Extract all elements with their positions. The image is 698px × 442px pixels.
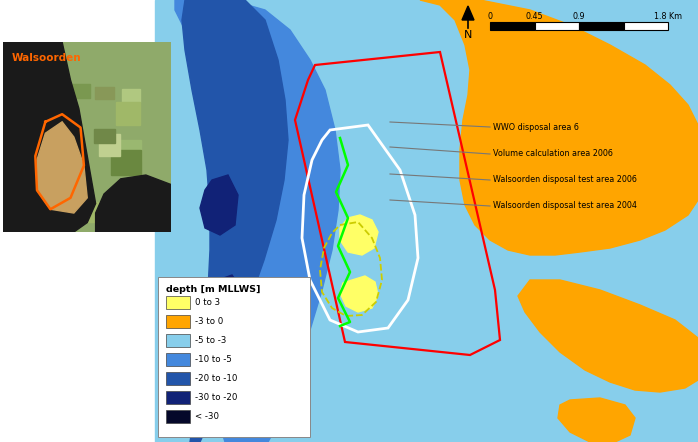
- Bar: [166, 296, 190, 309]
- Bar: [94, 129, 115, 143]
- Bar: [166, 353, 190, 366]
- Polygon shape: [3, 42, 96, 232]
- Bar: [17, 52, 43, 74]
- Text: -30 to -20: -30 to -20: [195, 393, 237, 402]
- Bar: [22, 135, 36, 155]
- Bar: [8, 146, 22, 161]
- Bar: [50, 161, 69, 172]
- Polygon shape: [37, 122, 87, 213]
- Bar: [112, 150, 141, 175]
- Text: WWO disposal area 6: WWO disposal area 6: [493, 122, 579, 132]
- Polygon shape: [558, 398, 635, 442]
- Bar: [579, 22, 623, 30]
- Bar: [623, 22, 668, 30]
- Text: -3 to 0: -3 to 0: [195, 317, 223, 326]
- Text: Walsoorden disposal test area 2006: Walsoorden disposal test area 2006: [493, 175, 637, 184]
- Bar: [125, 181, 136, 194]
- Polygon shape: [207, 282, 230, 310]
- Polygon shape: [182, 0, 288, 442]
- Text: Volume calculation area 2006: Volume calculation area 2006: [493, 149, 613, 159]
- Bar: [82, 202, 109, 222]
- Text: Walsoorden: Walsoorden: [12, 53, 82, 63]
- Bar: [69, 130, 82, 140]
- Polygon shape: [518, 280, 698, 392]
- Bar: [66, 84, 90, 98]
- Bar: [25, 96, 50, 122]
- Bar: [22, 134, 39, 159]
- Text: -10 to -5: -10 to -5: [195, 355, 232, 364]
- Bar: [101, 202, 114, 210]
- Text: 0.45: 0.45: [526, 12, 543, 21]
- Text: Walsoorden disposal test area 2004: Walsoorden disposal test area 2004: [493, 202, 637, 210]
- Polygon shape: [340, 215, 378, 255]
- Bar: [95, 87, 114, 99]
- Bar: [166, 372, 190, 385]
- Bar: [166, 410, 190, 423]
- Text: 1.8 Km: 1.8 Km: [654, 12, 682, 21]
- Text: N: N: [463, 30, 472, 40]
- Polygon shape: [420, 0, 698, 255]
- Bar: [114, 192, 134, 201]
- Text: depth [m MLLWS]: depth [m MLLWS]: [166, 285, 260, 294]
- Text: 0: 0: [487, 12, 493, 21]
- Bar: [166, 315, 190, 328]
- Polygon shape: [462, 6, 474, 20]
- Polygon shape: [340, 276, 378, 312]
- Bar: [116, 102, 140, 125]
- Text: -20 to -10: -20 to -10: [195, 374, 237, 383]
- Bar: [114, 140, 141, 161]
- Text: 0.9: 0.9: [572, 12, 586, 21]
- Text: 0 to 3: 0 to 3: [195, 298, 220, 307]
- Bar: [158, 277, 310, 437]
- Text: < -30: < -30: [195, 412, 219, 421]
- Bar: [166, 391, 190, 404]
- Bar: [98, 134, 120, 156]
- Bar: [166, 334, 190, 347]
- Bar: [122, 89, 140, 102]
- Bar: [490, 22, 535, 30]
- Polygon shape: [205, 275, 242, 320]
- Polygon shape: [200, 175, 238, 235]
- Polygon shape: [175, 0, 340, 442]
- Text: -5 to -3: -5 to -3: [195, 336, 226, 345]
- Bar: [155, 0, 698, 442]
- Polygon shape: [96, 175, 171, 232]
- Bar: [45, 103, 66, 125]
- Bar: [535, 22, 579, 30]
